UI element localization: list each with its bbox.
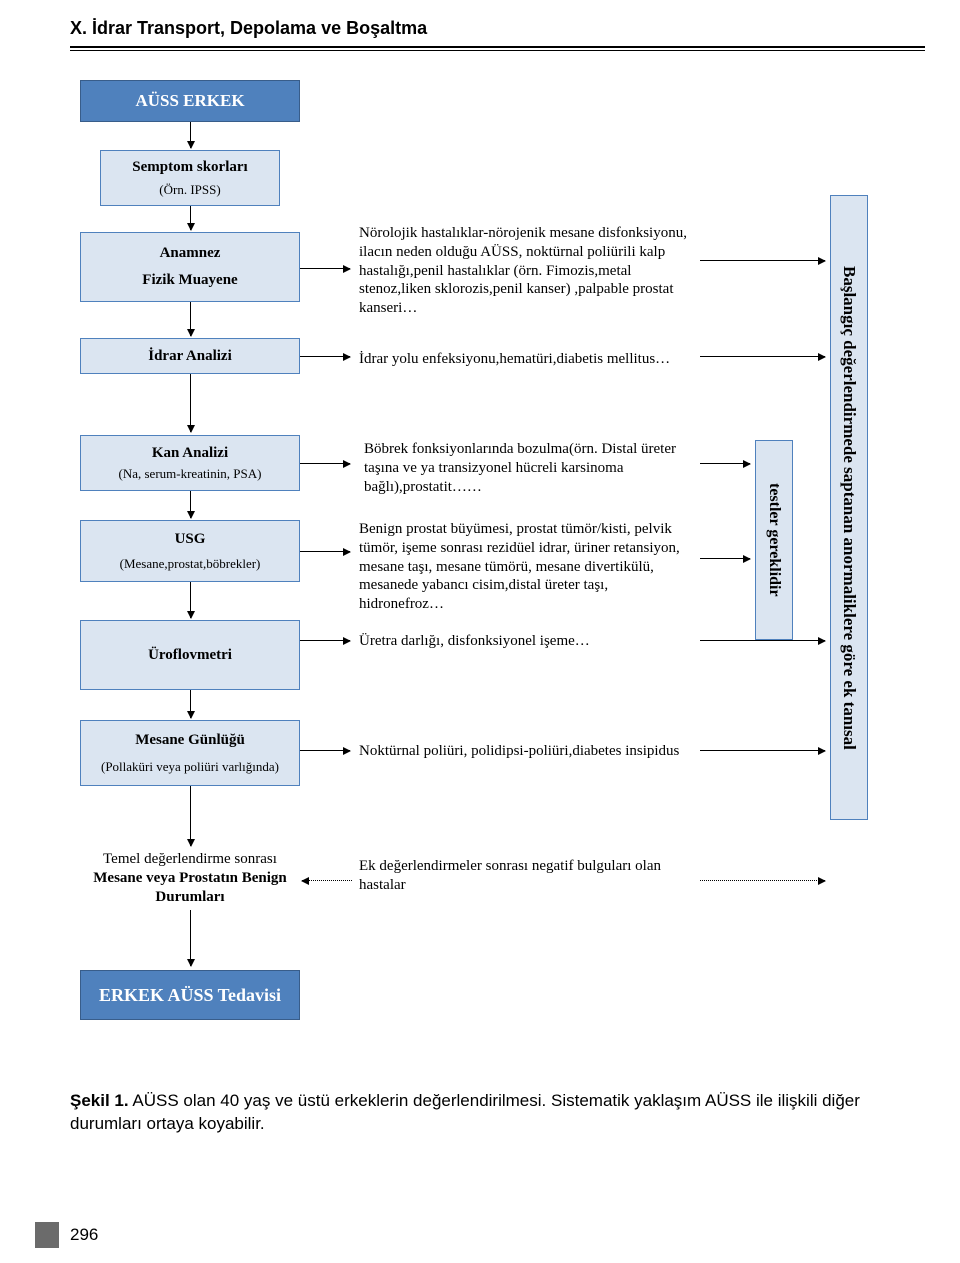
arrow-h-out-2 — [700, 356, 825, 357]
info-idrar-yolu: İdrar yolu enfeksiyonu,hematüri,diabetis… — [355, 348, 695, 371]
arrow-v-2 — [190, 206, 191, 230]
node-temel-line2: Mesane veya Prostatın Benign — [80, 869, 300, 888]
figure-caption-rest: AÜSS olan 40 yaş ve üstü erkeklerin değe… — [70, 1091, 860, 1133]
node-idrar-analizi-title: İdrar Analizi — [148, 348, 231, 365]
node-fizik: Fizik Muayene — [142, 272, 237, 289]
node-mesane-sub: (Pollaküri veya poliüri varlığında) — [101, 759, 279, 775]
side-outer-text: Başlangıç değerlendirmede saptanan anorm… — [839, 266, 859, 750]
node-mesane-gunlugu: Mesane Günlüğü (Pollaküri veya poliüri v… — [80, 720, 300, 786]
node-semptom-title: Semptom skorları — [132, 159, 247, 176]
arrow-v-4 — [190, 374, 191, 432]
arrow-h-anamnez — [300, 268, 350, 269]
figure-caption-bold: Şekil 1. — [70, 1091, 129, 1110]
header-rule-1 — [70, 46, 925, 48]
node-usg-sub: (Mesane,prostat,böbrekler) — [120, 556, 261, 572]
info-benign: Benign prostat büyümesi, prostat tümör/k… — [355, 518, 695, 616]
page-number: 296 — [70, 1225, 98, 1245]
figure-caption: Şekil 1. AÜSS olan 40 yaş ve üstü erkekl… — [70, 1090, 890, 1136]
arrow-dotted-left — [302, 880, 352, 881]
info-bobrek: Böbrek fonksiyonlarında bozulma(örn. Dis… — [360, 438, 700, 498]
arrow-v-3 — [190, 302, 191, 336]
arrow-v-5 — [190, 491, 191, 518]
arrow-h-in-3 — [700, 463, 750, 464]
header-rule-2 — [70, 50, 925, 51]
arrow-v-6 — [190, 582, 191, 618]
info-ek-degerlendirme: Ek değerlendirmeler sonrası negatif bulg… — [355, 855, 695, 897]
arrow-h-idrar — [300, 356, 350, 357]
arrow-dotted-right — [700, 880, 825, 881]
arrow-h-uro — [300, 640, 350, 641]
node-mesane-title: Mesane Günlüğü — [135, 732, 245, 749]
node-temel-line3: Durumları — [80, 888, 300, 907]
node-uroflovmetri-title: Üroflovmetri — [148, 647, 232, 664]
arrow-h-kan — [300, 463, 350, 464]
node-idrar-analizi: İdrar Analizi — [80, 338, 300, 374]
node-semptom: Semptom skorları (Örn. IPSS) — [100, 150, 280, 206]
arrow-v-1 — [190, 122, 191, 148]
node-usg: USG (Mesane,prostat,böbrekler) — [80, 520, 300, 582]
node-kan-sub: (Na, serum-kreatinin, PSA) — [119, 466, 262, 482]
info-norolojik: Nörolojik hastalıklar-nörojenik mesane d… — [355, 222, 695, 320]
node-usg-title: USG — [175, 531, 206, 548]
node-kan-analizi: Kan Analizi (Na, serum-kreatinin, PSA) — [80, 435, 300, 491]
arrow-v-8 — [190, 786, 191, 846]
node-erkek-auss-tedavisi: ERKEK AÜSS Tedavisi — [80, 970, 300, 1020]
page-header-title: X. İdrar Transport, Depolama ve Boşaltma — [70, 18, 427, 39]
arrow-h-out-5 — [700, 640, 825, 641]
info-nokturnal: Noktürnal poliüri, polidipsi-poliüri,dia… — [355, 740, 695, 763]
node-temel-line1: Temel değerlendirme sonrası — [80, 850, 300, 869]
node-anamnez: Anamnez Fizik Muayene — [80, 232, 300, 302]
arrow-v-7 — [190, 690, 191, 718]
node-uroflovmetri: Üroflovmetri — [80, 620, 300, 690]
node-auss-erkek: AÜSS ERKEK — [80, 80, 300, 122]
arrow-h-out-6 — [700, 750, 825, 751]
arrow-v-9 — [190, 910, 191, 966]
page-side-tab — [35, 1222, 59, 1248]
arrow-h-mesane — [300, 750, 350, 751]
side-inner-text: testler gereklidir — [765, 483, 783, 597]
arrow-h-out-1 — [700, 260, 825, 261]
node-kan-title: Kan Analizi — [152, 445, 228, 462]
side-outer-box: Başlangıç değerlendirmede saptanan anorm… — [830, 195, 868, 820]
node-anamnez-title: Anamnez — [160, 245, 221, 262]
arrow-h-in-4 — [700, 558, 750, 559]
arrow-h-usg — [300, 551, 350, 552]
node-temel-degerlendirme: Temel değerlendirme sonrası Mesane veya … — [80, 850, 300, 906]
info-uretra: Üretra darlığı, disfonksiyonel işeme… — [355, 630, 695, 653]
node-semptom-sub: (Örn. IPSS) — [159, 182, 220, 198]
side-inner-box: testler gereklidir — [755, 440, 793, 640]
